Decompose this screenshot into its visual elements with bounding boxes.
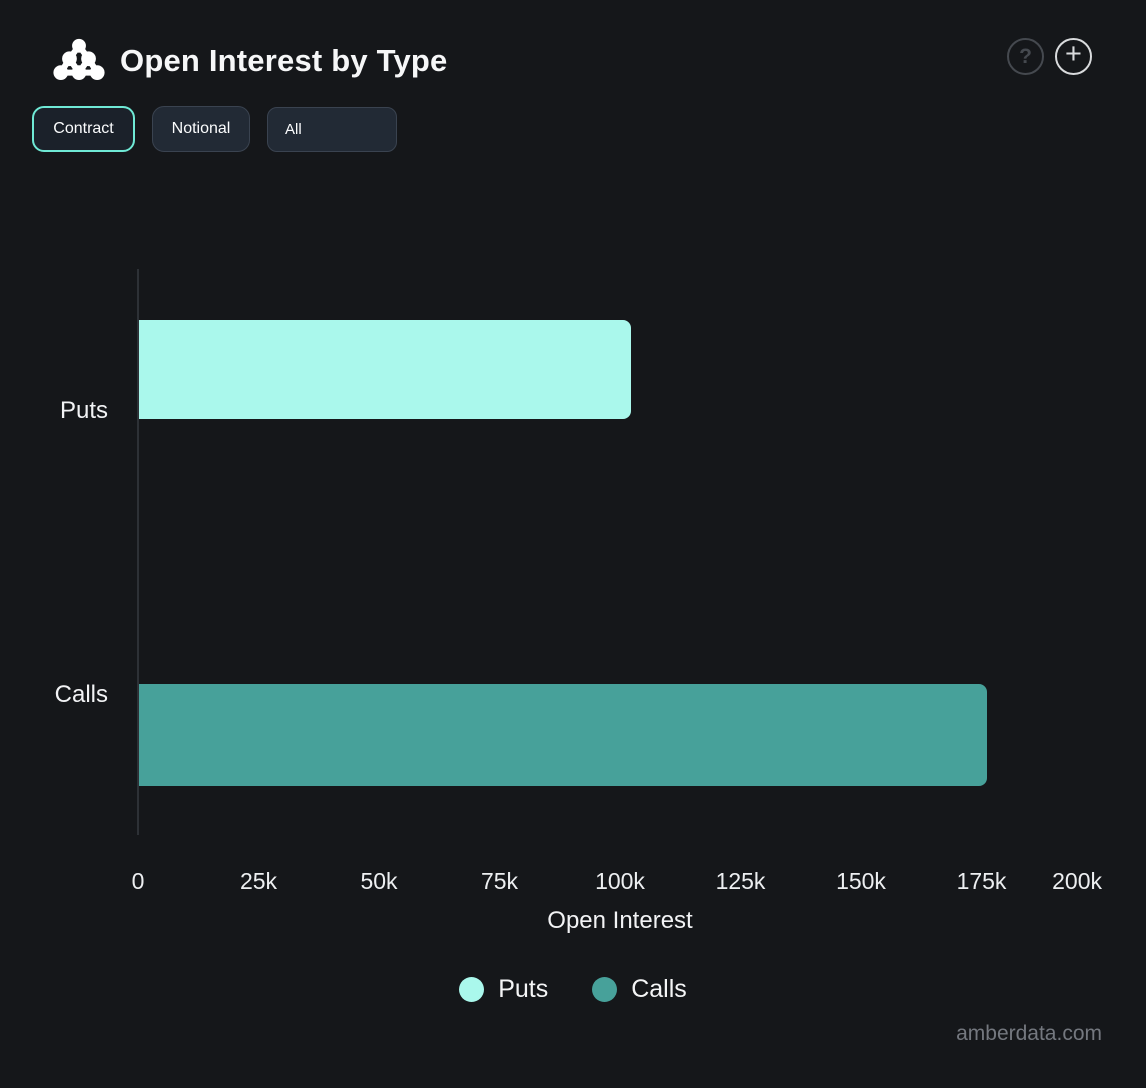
x-tick-0: 0	[131, 868, 145, 894]
help-icon[interactable]: ?	[1007, 38, 1044, 75]
y-axis-label-calls: Calls	[54, 681, 108, 708]
y-axis-label-puts: Puts	[59, 397, 108, 424]
x-tick-25k: 25k	[239, 868, 278, 894]
x-axis-title: Open Interest	[547, 907, 693, 934]
add-icon[interactable]: +	[1055, 38, 1092, 75]
y-axis-line	[137, 269, 139, 835]
legend-label: Calls	[631, 975, 687, 1003]
chart-legend: Puts Calls	[0, 975, 1146, 1004]
x-tick-100k: 100k	[595, 868, 645, 894]
watermark: amberdata.com	[956, 1022, 1102, 1045]
legend-item-puts[interactable]: Puts	[459, 975, 548, 1004]
amberdata-logo-icon	[53, 38, 105, 80]
legend-item-calls[interactable]: Calls	[592, 975, 687, 1004]
contract-toggle-button[interactable]: Contract	[32, 106, 135, 152]
plus-glyph: +	[1065, 38, 1082, 70]
calls-bar[interactable]	[139, 684, 988, 786]
legend-dot-calls	[592, 977, 618, 1002]
x-tick-75k: 75k	[480, 868, 519, 894]
legend-label: Puts	[498, 975, 549, 1003]
x-tick-200k: 200k	[1052, 868, 1102, 894]
x-tick-125k: 125k	[715, 868, 766, 894]
notional-toggle-button[interactable]: Notional	[152, 106, 250, 152]
legend-dot-puts	[459, 977, 485, 1002]
puts-bar[interactable]	[139, 320, 631, 419]
filter-dropdown[interactable]: All	[267, 107, 397, 152]
help-glyph: ?	[1019, 44, 1032, 68]
x-tick-175k: 175k	[956, 868, 1007, 894]
x-tick-50k: 50k	[360, 868, 398, 894]
x-tick-150k: 150k	[836, 868, 886, 894]
page-title: Open Interest by Type	[120, 43, 448, 78]
